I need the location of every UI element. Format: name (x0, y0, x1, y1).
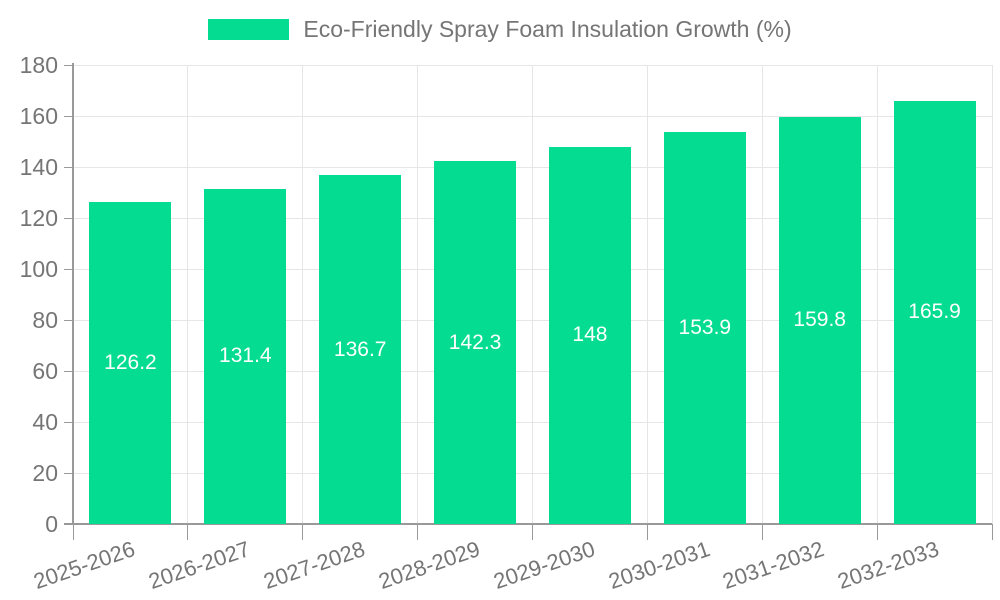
x-axis-tick-label: 2025-2026 (30, 536, 139, 594)
x-axis-tick (991, 524, 993, 540)
x-axis-tick-label: 2029-2030 (490, 536, 598, 594)
y-axis-tick-label: 60 (32, 358, 58, 384)
y-axis-tick-label: 180 (19, 52, 58, 78)
y-axis-line (72, 63, 74, 524)
x-axis-line (64, 523, 992, 525)
x-gridline (761, 65, 763, 524)
x-gridline (532, 65, 533, 524)
y-axis-tick-label: 20 (32, 460, 58, 486)
bar-2031-2032[interactable] (778, 116, 861, 524)
x-axis-tick-label: 2026-2027 (145, 536, 254, 594)
bar-2029-2030[interactable] (548, 146, 631, 524)
bar-value-label: 148 (572, 323, 608, 347)
y-axis-tick-label: 80 (32, 307, 58, 333)
legend-label: Eco-Friendly Spray Foam Insulation Growt… (303, 16, 792, 42)
y-axis-tick (64, 64, 73, 66)
x-axis-tick (761, 524, 763, 540)
bar-2026-2027[interactable] (204, 188, 287, 524)
bar-value-label: 142.3 (448, 330, 502, 354)
x-axis-tick (187, 524, 189, 540)
x-gridline (302, 65, 304, 524)
x-axis-tick (876, 524, 878, 540)
x-axis-tick-label: 2030-2031 (605, 536, 713, 594)
x-gridline (187, 65, 189, 524)
chart-legend[interactable]: Eco-Friendly Spray Foam Insulation Growt… (0, 16, 1000, 43)
y-axis-tick (64, 421, 73, 423)
y-axis-tick-label: 120 (19, 205, 58, 231)
y-axis-tick-label: 100 (19, 256, 58, 282)
bar-2030-2031[interactable] (663, 131, 746, 524)
y-axis-tick (64, 319, 73, 321)
x-axis-tick (72, 524, 74, 540)
y-axis-tick (64, 268, 73, 270)
y-axis-tick-label: 140 (19, 154, 58, 180)
y-axis-tick (64, 115, 73, 117)
bar-value-label: 165.9 (908, 300, 961, 324)
y-axis-tick-label: 0 (45, 511, 58, 537)
legend-swatch (208, 19, 290, 40)
bar-value-label: 126.2 (104, 351, 157, 375)
x-axis-tick (646, 524, 648, 540)
bar-2027-2028[interactable] (319, 175, 402, 524)
bar-2028-2029[interactable] (434, 161, 517, 524)
x-axis-tick-label: 2031-2032 (719, 536, 828, 594)
x-axis-tick-label: 2027-2028 (260, 536, 369, 594)
x-axis-tick (302, 524, 304, 540)
y-axis-tick (64, 370, 73, 372)
y-axis-tick (64, 472, 73, 474)
x-gridline (646, 65, 648, 524)
x-axis-tick (417, 524, 419, 540)
bar-value-label: 136.7 (333, 337, 387, 361)
x-axis-tick-label: 2032-2033 (834, 536, 943, 594)
bar-2032-2033[interactable] (893, 100, 976, 524)
x-gridline (991, 65, 993, 524)
y-axis-tick-label: 160 (19, 103, 58, 129)
y-axis-tick-label: 40 (32, 409, 58, 435)
bar-2025-2026[interactable] (89, 202, 172, 524)
y-axis-tick (64, 166, 73, 168)
x-axis-tick (532, 524, 533, 540)
x-gridline (876, 65, 878, 524)
y-axis-tick (64, 217, 73, 219)
bar-value-label: 131.4 (219, 344, 272, 368)
bar-value-label: 159.8 (793, 308, 846, 332)
x-gridline (417, 65, 419, 524)
bar-value-label: 153.9 (678, 315, 732, 339)
x-axis-tick-label: 2028-2029 (375, 536, 483, 594)
